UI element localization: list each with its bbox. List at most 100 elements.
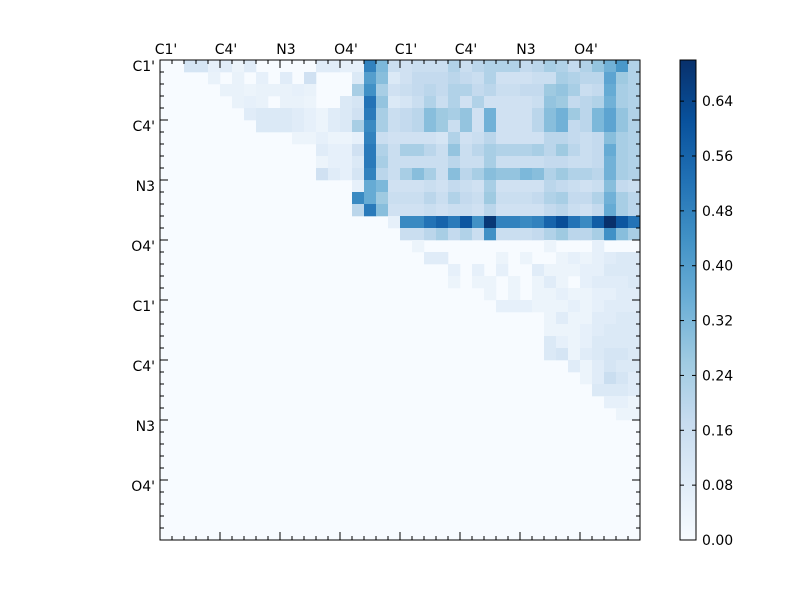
heatmap-cell [604, 324, 617, 337]
heatmap-ticks [159, 59, 641, 541]
heatmap-cell [556, 228, 569, 241]
heatmap-cell [568, 300, 581, 313]
heatmap-cell [364, 84, 377, 97]
heatmap-cell [208, 72, 221, 85]
heatmap-cell [508, 84, 521, 97]
heatmap-cell [352, 156, 365, 169]
heatmap-cell [616, 72, 629, 85]
heatmap-cell [520, 108, 533, 121]
heatmap-cell [556, 192, 569, 205]
heatmap-cell [592, 276, 605, 289]
heatmap-cell [376, 84, 389, 97]
heatmap-cell [364, 156, 377, 169]
heatmap-cell [340, 96, 353, 109]
x-tick-label: C4' [455, 42, 478, 58]
heatmap-cell [388, 60, 401, 73]
heatmap-cell [616, 120, 629, 133]
heatmap-cell [484, 108, 497, 121]
heatmap-cell [580, 336, 593, 349]
heatmap-cell [604, 168, 617, 181]
x-tick-label: C1' [395, 42, 418, 58]
heatmap-cell [448, 276, 461, 289]
heatmap-cell [592, 312, 605, 325]
heatmap-cell [592, 240, 605, 253]
heatmap-cell [472, 108, 485, 121]
heatmap-cell [472, 72, 485, 85]
heatmap-cell [388, 144, 401, 157]
colorbar-ticks: 0.00 0.08 0.16 0.24 0.32 0.40 0.48 0.56 0.64 [680, 94, 733, 549]
heatmap-cell [352, 108, 365, 121]
heatmap-cell [508, 120, 521, 133]
heatmap-cell [472, 60, 485, 73]
heatmap-cell [616, 168, 629, 181]
heatmap-cell [484, 120, 497, 133]
heatmap-cells [184, 60, 641, 421]
heatmap-cell [412, 156, 425, 169]
heatmap-cell [604, 360, 617, 373]
heatmap-cell [580, 156, 593, 169]
heatmap-cell [508, 144, 521, 157]
heatmap-cell [604, 264, 617, 277]
heatmap-cell [568, 228, 581, 241]
x-tick-label: O4' [574, 42, 598, 58]
heatmap-cell [616, 252, 629, 265]
heatmap-cell [556, 252, 569, 265]
heatmap-cell [460, 156, 473, 169]
heatmap-cell [532, 84, 545, 97]
heatmap-cell [352, 120, 365, 133]
heatmap-cell [424, 60, 437, 73]
heatmap-cell [544, 336, 557, 349]
heatmap-cell [568, 216, 581, 229]
heatmap-cell [376, 72, 389, 85]
heatmap-cell [364, 180, 377, 193]
heatmap-cell [592, 288, 605, 301]
heatmap-cell [304, 96, 317, 109]
heatmap-cell [592, 360, 605, 373]
colorbar-tick-label: 0.16 [702, 423, 733, 439]
heatmap-cell [556, 264, 569, 277]
heatmap-cell [340, 120, 353, 133]
heatmap-cell [616, 228, 629, 241]
heatmap-cell [628, 396, 641, 409]
heatmap-cell [616, 324, 629, 337]
heatmap-cell [592, 168, 605, 181]
heatmap-cell [604, 336, 617, 349]
heatmap-cell [616, 132, 629, 145]
x-tick-label: C1' [155, 42, 178, 58]
heatmap-cell [472, 180, 485, 193]
heatmap-cell [376, 132, 389, 145]
heatmap-cell [364, 96, 377, 109]
heatmap-cell [508, 300, 521, 313]
heatmap-cell [628, 252, 641, 265]
heatmap-cell [376, 60, 389, 73]
heatmap-cell [352, 96, 365, 109]
heatmap-cell [304, 72, 317, 85]
heatmap-cell [520, 228, 533, 241]
heatmap-cell [292, 120, 305, 133]
heatmap-cell [544, 120, 557, 133]
heatmap-cell [580, 204, 593, 217]
heatmap-cell [460, 120, 473, 133]
heatmap-cell [340, 108, 353, 121]
heatmap-cell [520, 132, 533, 145]
heatmap-cell [568, 132, 581, 145]
heatmap-cell [508, 180, 521, 193]
heatmap-cell [544, 204, 557, 217]
heatmap-cell [592, 216, 605, 229]
heatmap-cell [628, 156, 641, 169]
heatmap-cell [424, 192, 437, 205]
heatmap-cell [292, 132, 305, 145]
heatmap-cell [580, 216, 593, 229]
heatmap-cell [580, 276, 593, 289]
heatmap-cell [484, 84, 497, 97]
heatmap-cell [352, 204, 365, 217]
heatmap-cell [424, 120, 437, 133]
heatmap-cell [628, 408, 641, 421]
heatmap-cell [268, 120, 281, 133]
heatmap-cell [616, 312, 629, 325]
y-tick-label: O4' [131, 239, 155, 255]
heatmap-cell [628, 372, 641, 385]
heatmap-cell [388, 120, 401, 133]
heatmap-cell [184, 60, 197, 73]
heatmap-cell [616, 372, 629, 385]
